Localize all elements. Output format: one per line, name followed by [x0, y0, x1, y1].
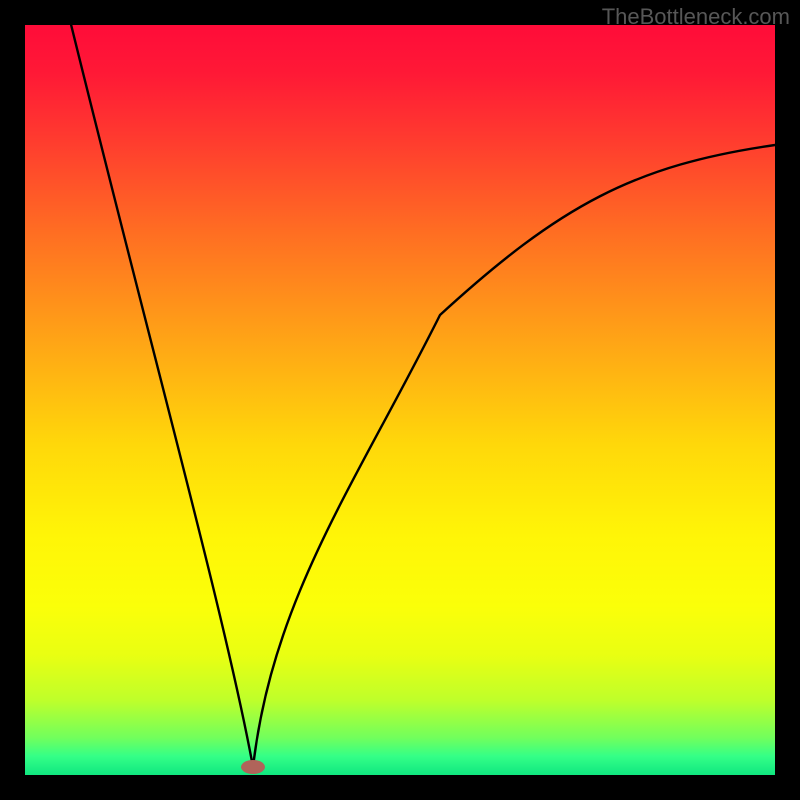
minimum-marker [241, 760, 265, 774]
chart-container: TheBottleneck.com [0, 0, 800, 800]
gradient-background [25, 25, 775, 775]
watermark-text: TheBottleneck.com [602, 4, 790, 30]
bottleneck-chart [0, 0, 800, 800]
